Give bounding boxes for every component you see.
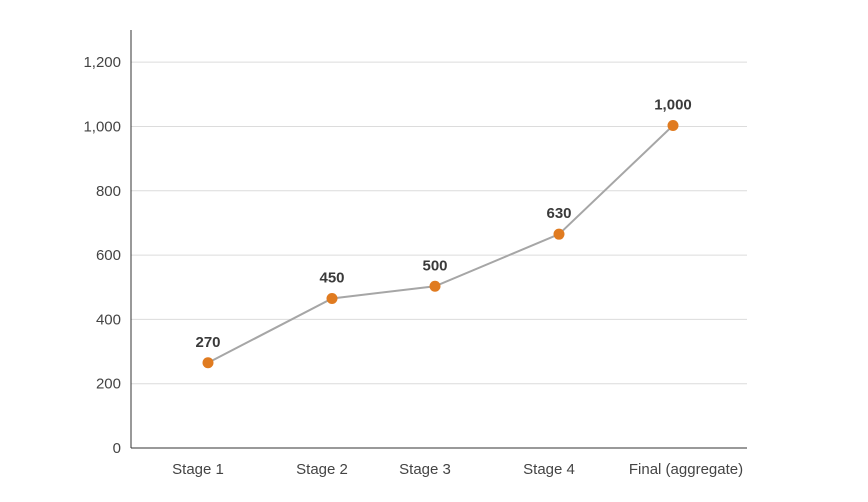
data-label: 1,000 — [654, 96, 692, 113]
x-tick-label: Stage 4 — [523, 461, 575, 478]
data-label: 500 — [422, 257, 447, 274]
series-layer: 270 450 500 630 1,000 — [195, 96, 692, 369]
y-tick-label: 0 — [113, 440, 121, 457]
data-label: 270 — [195, 334, 220, 351]
y-tick-label: 200 — [96, 376, 121, 393]
series-line — [207, 124, 674, 364]
data-point — [202, 357, 214, 369]
y-tick-label: 400 — [96, 311, 121, 328]
y-tick-label: 1,000 — [83, 118, 121, 135]
y-tick-label: 600 — [96, 247, 121, 264]
data-label: 450 — [319, 269, 344, 286]
data-point — [429, 280, 441, 292]
y-tick-label: 800 — [96, 183, 121, 200]
data-point — [667, 119, 679, 131]
y-tick-label: 1,200 — [83, 54, 121, 71]
data-label: 630 — [546, 205, 571, 222]
x-tick-label: Stage 3 — [399, 461, 451, 478]
x-tick-label: Stage 2 — [296, 461, 348, 478]
data-point — [553, 228, 565, 240]
gridlines — [131, 61, 747, 385]
data-point — [326, 292, 338, 304]
x-tick-label: Final (aggregate) — [629, 461, 743, 478]
x-axis-tick-labels: Stage 1 Stage 2 Stage 3 Stage 4 Final (aggre… — [172, 461, 743, 478]
y-axis-tick-labels: 0 200 400 600 800 1,000 1,200 — [83, 54, 121, 457]
x-tick-label: Stage 1 — [172, 461, 224, 478]
